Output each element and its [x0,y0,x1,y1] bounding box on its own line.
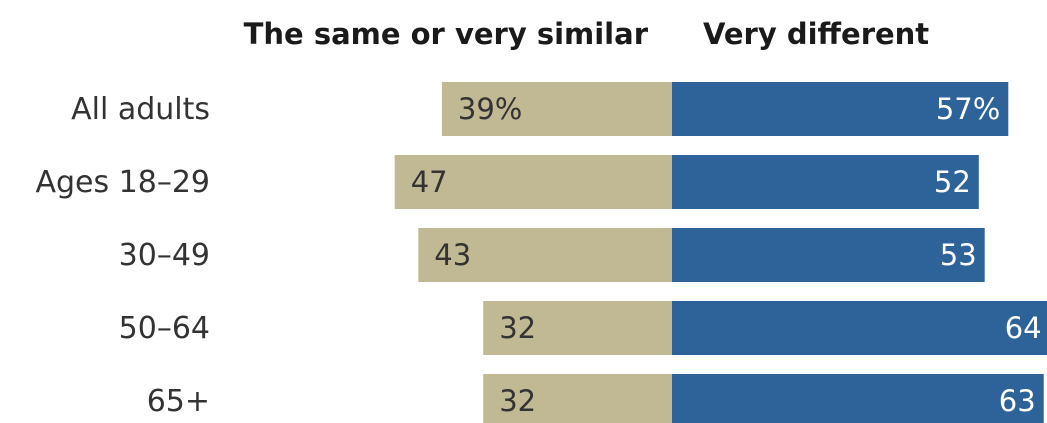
value-label-very-different: 64 [1005,311,1042,345]
category-label: All adults [71,92,210,127]
header-same-or-similar: The same or very similar [244,17,649,51]
value-label-very-different: 57% [936,92,1000,126]
chart-row: 30–49 43 53 [119,228,985,282]
bar-very-different [672,301,1047,355]
bar-very-different [672,228,985,282]
value-label-same-or-similar: 43 [434,238,471,272]
bar-very-different [672,82,1009,136]
bar-very-different [672,155,979,209]
value-label-same-or-similar: 39% [458,92,522,126]
value-label-same-or-similar: 47 [411,165,448,199]
bar-very-different [672,374,1044,423]
chart-row: 50–64 32 64 [119,301,1047,355]
value-label-very-different: 53 [940,238,977,272]
category-label: 65+ [147,384,210,419]
bar-same-or-similar [483,374,672,423]
chart-row: Ages 18–29 47 52 [35,155,979,209]
category-label: 50–64 [119,311,210,346]
category-label: Ages 18–29 [35,165,210,200]
value-label-very-different: 52 [934,165,971,199]
header-very-different: Very different [703,17,929,51]
column-headers: The same or very similar Very different [244,17,930,51]
value-label-very-different: 63 [999,384,1036,418]
chart-row: All adults 39% 57% [71,82,1009,136]
bar-same-or-similar [483,301,672,355]
category-label: 30–49 [119,238,210,273]
bar-same-or-similar [418,228,672,282]
bar-same-or-similar [441,82,672,136]
value-label-same-or-similar: 32 [499,311,536,345]
chart-row: 65+ 32 63 [147,374,1044,423]
chart-rows: All adults 39% 57% Ages 18–29 47 52 30–49 43 53 5… [35,82,1047,423]
bar-same-or-similar [394,155,672,209]
value-label-same-or-similar: 32 [499,384,536,418]
